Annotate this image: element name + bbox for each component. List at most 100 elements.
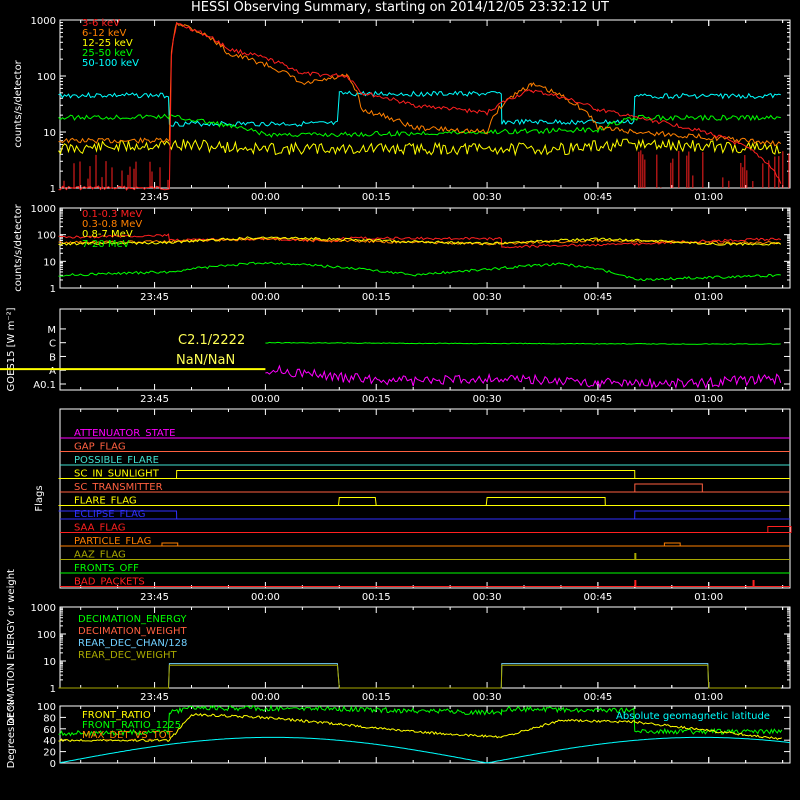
- y-tick-label: M: [47, 325, 56, 336]
- flag-trace: [58, 470, 781, 479]
- y-tick-label: 40: [43, 736, 56, 747]
- y-tick-label: 20: [43, 748, 56, 759]
- flag-label: BAD_PACKETS: [74, 577, 145, 588]
- x-tick-label: 00:15: [362, 592, 391, 603]
- y-tick-label: 1000: [31, 603, 56, 614]
- y-tick-label: 10: [43, 657, 56, 668]
- series-line: [58, 113, 781, 138]
- panel-frame-lowE: [59, 19, 791, 189]
- series-line: [58, 704, 783, 737]
- series-line: [58, 233, 782, 249]
- x-tick-label: 00:45: [583, 394, 612, 405]
- series-line: [58, 137, 781, 157]
- flag-label: PARTICLE_FLAG: [74, 536, 151, 547]
- flag-label: GAP_FLAG: [74, 442, 126, 453]
- x-tick-label: 00:00: [251, 592, 280, 603]
- legend-label: REAR_DEC_CHAN/128: [78, 638, 187, 649]
- y-tick-label: 100: [37, 72, 56, 83]
- y-tick-label: 1000: [31, 16, 56, 27]
- legend-label: 0.3-0.8 MeV: [82, 219, 142, 230]
- x-tick-label: 00:00: [251, 292, 280, 303]
- y-tick-label: 100: [37, 702, 56, 713]
- y-tick-label: 1: [50, 184, 56, 195]
- legend-label: 3-6 keV: [82, 18, 120, 29]
- goes-class-annotation: C2.1/2222: [178, 333, 245, 348]
- legend-label: DECIMATION_WEIGHT: [78, 626, 187, 637]
- y-tick-label: A0.1: [33, 380, 56, 391]
- series-line: [265, 341, 781, 345]
- y-tick-label: A: [49, 366, 56, 377]
- y-axis-label: GOES15 [W m⁻²]: [6, 307, 17, 391]
- y-axis-label: Degrees or %: [6, 701, 17, 769]
- legend-label: REAR_DEC_WEIGHT: [78, 650, 177, 661]
- flag-pulse: [767, 526, 792, 533]
- x-tick-label: 00:30: [473, 692, 502, 703]
- x-tick-label: 00:00: [251, 192, 280, 203]
- x-tick-label: 00:45: [583, 592, 612, 603]
- x-tick-label: 00:15: [362, 292, 391, 303]
- legend-label: 0.8-7 MeV: [82, 229, 133, 240]
- legend-label: 7-20 MeV: [82, 239, 130, 250]
- x-tick-label: 01:00: [694, 592, 723, 603]
- x-tick-label: 00:30: [473, 292, 502, 303]
- series-line: [58, 90, 781, 127]
- x-tick-label: 01:00: [694, 292, 723, 303]
- y-tick-label: 80: [43, 713, 56, 724]
- series-line: [58, 236, 781, 246]
- flag-pulse: [634, 553, 637, 560]
- flag-label: ECLIPSE_FLAG: [74, 509, 145, 520]
- series-line: [58, 22, 782, 191]
- series-line: [58, 664, 781, 689]
- flag-trace: [58, 510, 781, 520]
- page-title: HESSI Observing Summary, starting on 201…: [191, 0, 609, 15]
- x-tick-label: 23:45: [140, 592, 169, 603]
- y-tick-label: 60: [43, 725, 56, 736]
- series-line: [58, 712, 783, 743]
- legend-label: FRONT_RATIO_1225: [82, 720, 181, 731]
- y-tick-label: 10: [43, 257, 56, 268]
- x-tick-label: 23:45: [140, 192, 169, 203]
- flag-label: SC_IN_SUNLIGHT: [74, 469, 160, 480]
- flag-label: FRONTS_OFF: [74, 563, 139, 574]
- panel-frame-goes: [59, 308, 791, 391]
- y-axis-label: counts/s/detector: [13, 59, 24, 147]
- y-tick-label: 1000: [31, 204, 56, 215]
- y-tick-label: 1: [50, 284, 56, 295]
- y-axis-label: DECIMATION ENERGY or weight: [6, 569, 17, 726]
- y-tick-label: C: [49, 339, 56, 350]
- legend-label: 12-25 keV: [82, 38, 133, 49]
- y-tick-label: B: [49, 352, 56, 363]
- x-tick-label: 00:45: [583, 192, 612, 203]
- geomagnetic-latitude-label: Absolute geomagnetic latitude: [616, 711, 770, 722]
- panel-frame-highE: [59, 207, 791, 289]
- flag-label: FLARE_FLAG: [74, 496, 137, 507]
- x-tick-label: 01:00: [694, 692, 723, 703]
- legend-label: 6-12 keV: [82, 28, 126, 39]
- x-tick-label: 01:00: [694, 394, 723, 405]
- x-tick-label: 23:45: [140, 394, 169, 405]
- flag-label: POSSIBLE_FLARE: [74, 455, 159, 466]
- flag-label: AAZ_FLAG: [74, 550, 126, 561]
- y-tick-label: 10: [43, 128, 56, 139]
- series-line: [265, 364, 782, 390]
- x-tick-label: 23:45: [140, 692, 169, 703]
- panel-frame-flags: [59, 408, 791, 589]
- flag-label: SAA_FLAG: [74, 523, 125, 534]
- flag-pulse: [663, 542, 681, 547]
- series-line: [58, 663, 781, 689]
- legend-label: DECIMATION_ENERGY: [78, 614, 187, 625]
- x-tick-label: 00:15: [362, 692, 391, 703]
- x-tick-label: 00:15: [362, 394, 391, 405]
- y-axis-label: Flags: [34, 485, 45, 511]
- x-tick-label: 00:30: [473, 592, 502, 603]
- flag-pulse: [752, 580, 755, 587]
- y-tick-label: 0: [50, 759, 56, 770]
- x-tick-label: 01:00: [694, 192, 723, 203]
- series-line: [58, 261, 781, 282]
- flag-label: ATTENUATOR_STATE: [74, 428, 175, 439]
- series-line: [58, 21, 782, 147]
- y-tick-label: 100: [37, 630, 56, 641]
- legend-label: MAX_DET_VS_TOT: [82, 730, 174, 741]
